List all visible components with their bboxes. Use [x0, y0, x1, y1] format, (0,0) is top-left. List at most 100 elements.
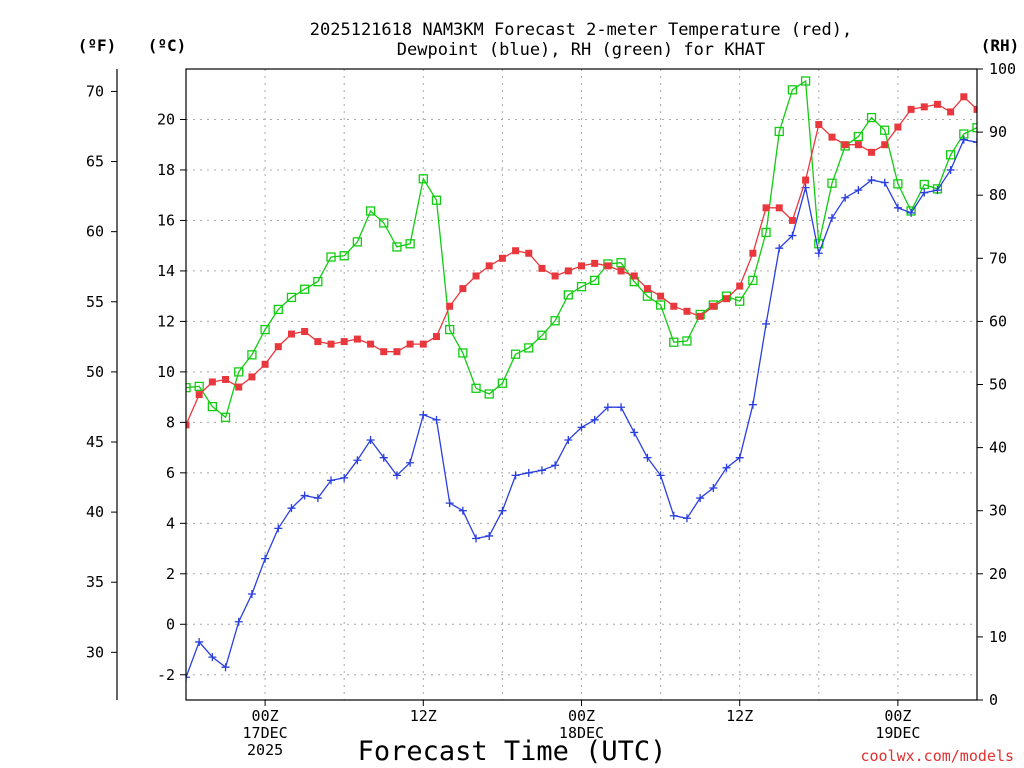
- rh-point: [682, 336, 692, 346]
- rh-point: [326, 252, 336, 262]
- dewpoint-point: [880, 178, 889, 187]
- rh-point: [207, 401, 218, 412]
- x-tick-label: 12Z: [726, 707, 753, 725]
- rh-point: [273, 304, 283, 315]
- dewpoint-point: [893, 203, 902, 212]
- dewpoint-series: [186, 135, 977, 682]
- rh-point: [471, 383, 481, 393]
- temperature-point: [920, 103, 928, 111]
- rh-point: [537, 330, 547, 340]
- temperature-point: [208, 378, 216, 386]
- dewpoint-point: [498, 506, 507, 515]
- dewpoint-point: [748, 400, 757, 409]
- dewpoint-point: [287, 504, 296, 513]
- temperature-point: [973, 105, 977, 113]
- rh-point: [642, 291, 653, 301]
- dewpoint-point: [221, 663, 230, 672]
- rh-point: [186, 383, 191, 393]
- temperature-point: [406, 340, 414, 348]
- dewpoint-point: [920, 188, 929, 197]
- dewpoint-point: [630, 428, 639, 437]
- rh-point: [194, 381, 204, 392]
- temperature-point: [380, 348, 388, 356]
- x-tick-label: 00Z: [252, 707, 279, 725]
- celsius-tick-label: 18: [157, 161, 175, 179]
- temperature-point: [222, 375, 230, 383]
- fahrenheit-unit-label: (ºF): [78, 36, 117, 55]
- dewpoint-point: [472, 534, 481, 543]
- temperature-point: [340, 338, 348, 346]
- dewpoint-point: [959, 135, 968, 144]
- celsius-tick-label: 16: [157, 211, 175, 229]
- dewpoint-point: [669, 511, 678, 520]
- temperature-point: [287, 330, 295, 338]
- temperature-point: [854, 141, 862, 149]
- temperature-point: [235, 383, 243, 391]
- rh-point: [352, 237, 363, 247]
- rh-point: [616, 258, 626, 268]
- rh-tick-label: 10: [989, 628, 1007, 646]
- temperature-point: [604, 262, 612, 270]
- celsius-tick-label: 10: [157, 363, 175, 381]
- temperature-point: [617, 267, 625, 275]
- temperature-point: [274, 343, 282, 351]
- rh-point: [286, 292, 297, 303]
- temperature-point: [314, 338, 322, 346]
- rh-point: [669, 337, 679, 347]
- rh-point: [866, 112, 877, 123]
- temperature-point: [485, 262, 493, 270]
- dewpoint-point: [300, 491, 309, 500]
- dewpoint-point: [485, 531, 494, 540]
- rh-point: [972, 123, 977, 133]
- rh-tick-label: 0: [989, 691, 998, 709]
- x-tick-label: 17DEC: [243, 724, 288, 742]
- dewpoint-point: [419, 410, 428, 419]
- rh-tick-label: 80: [989, 186, 1007, 204]
- rh-point: [405, 239, 415, 249]
- temperature-point: [591, 259, 599, 267]
- rh-tick-label: 100: [989, 60, 1016, 78]
- rh-point: [418, 174, 428, 184]
- dewpoint-point: [458, 506, 467, 515]
- celsius-unit-label: (ºC): [148, 36, 187, 55]
- dewpoint-point: [379, 453, 388, 462]
- source-credit: coolwx.com/models: [860, 747, 1014, 765]
- rh-point: [787, 85, 798, 95]
- dewpoint-point: [762, 319, 771, 328]
- temperature-point: [367, 340, 375, 348]
- rh-tick-label: 20: [989, 565, 1007, 583]
- dewpoint-point: [946, 165, 955, 174]
- temperature-point: [749, 249, 757, 257]
- temperature-point: [657, 292, 665, 300]
- fahrenheit-tick-label: 55: [86, 293, 104, 311]
- fahrenheit-tick-label: 40: [86, 503, 104, 521]
- temperature-point: [736, 282, 744, 290]
- temperature-point: [538, 264, 546, 272]
- rh-point: [260, 324, 270, 335]
- dewpoint-point: [340, 473, 349, 482]
- dewpoint-point: [682, 514, 691, 523]
- x-tick-label: 00Z: [568, 707, 595, 725]
- fahrenheit-tick-label: 35: [86, 573, 104, 591]
- temperature-point: [709, 302, 717, 310]
- dewpoint-point: [973, 138, 977, 147]
- dewpoint-point: [590, 415, 599, 424]
- dewpoint-point: [551, 461, 560, 470]
- celsius-tick-label: 2: [166, 565, 175, 583]
- fahrenheit-tick-label: 50: [86, 363, 104, 381]
- dewpoint-point: [577, 423, 586, 432]
- celsius-tick-label: 0: [166, 615, 175, 633]
- fahrenheit-tick-label: 45: [86, 433, 104, 451]
- rh-point: [945, 150, 956, 160]
- rh-point: [484, 389, 494, 399]
- celsius-tick-label: 14: [157, 262, 175, 280]
- dewpoint-point: [208, 653, 217, 662]
- temperature-point: [815, 121, 823, 129]
- celsius-tick-label: 4: [166, 514, 175, 532]
- temperature-point: [261, 360, 269, 368]
- temperature-point: [788, 216, 796, 224]
- dewpoint-point: [709, 483, 718, 492]
- temperature-point: [393, 348, 401, 356]
- rh-point: [550, 316, 560, 326]
